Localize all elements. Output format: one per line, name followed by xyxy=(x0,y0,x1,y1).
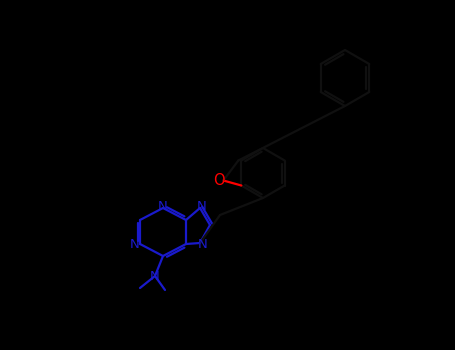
Text: N: N xyxy=(158,199,168,212)
Text: N: N xyxy=(197,201,207,214)
Text: N: N xyxy=(198,238,208,251)
Text: O: O xyxy=(213,173,225,188)
Text: N: N xyxy=(150,271,160,284)
Text: N: N xyxy=(130,238,140,251)
